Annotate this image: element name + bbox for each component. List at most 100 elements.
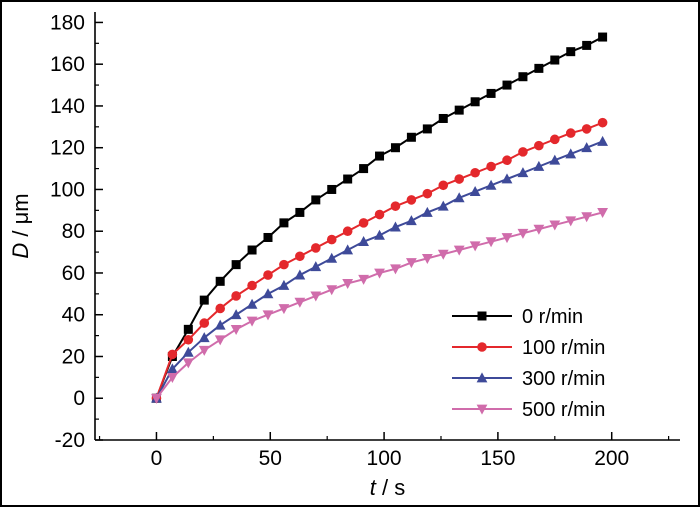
legend-label: 0 r/min (522, 306, 583, 328)
marker-square (518, 72, 528, 82)
marker-triangle-down (198, 345, 210, 356)
marker-triangle-down (358, 274, 369, 285)
marker-triangle-down (533, 224, 545, 235)
marker-triangle-up (501, 173, 513, 184)
marker-square (343, 174, 353, 184)
marker-triangle-down (476, 404, 488, 415)
marker-triangle-up (437, 200, 449, 211)
marker-triangle-down (246, 316, 258, 327)
marker-triangle-up (262, 288, 274, 299)
marker-square (486, 88, 496, 98)
marker-triangle-up (342, 244, 354, 255)
legend-label: 300 r/min (522, 368, 605, 390)
marker-circle (183, 334, 194, 345)
marker-triangle-down (262, 310, 274, 321)
marker-square (327, 184, 337, 194)
marker-triangle-up (517, 167, 529, 178)
marker-triangle-up (597, 135, 609, 146)
marker-circle (518, 147, 528, 157)
x-axis-ticks: 0 50 100 150 200 (98, 432, 670, 470)
x-tick-label: 50 (259, 447, 282, 470)
marker-square (470, 97, 480, 107)
marker-circle (534, 140, 544, 151)
series-100-r-min (151, 117, 608, 404)
marker-triangle-up (214, 319, 226, 330)
marker-square (199, 295, 209, 305)
marker-triangle-up (485, 179, 497, 190)
marker-triangle-down (294, 297, 306, 308)
y-tick-label: 0 (73, 387, 85, 410)
marker-triangle-down (437, 249, 449, 260)
marker-triangle-up (246, 298, 258, 309)
marker-triangle-up (390, 221, 401, 232)
marker-triangle-down (310, 291, 322, 302)
marker-triangle-down (406, 258, 417, 269)
marker-triangle-down (549, 220, 561, 231)
marker-circle (326, 234, 337, 245)
marker-circle (597, 117, 608, 128)
marker-circle (470, 167, 480, 178)
marker-circle (454, 174, 465, 184)
marker-circle (406, 195, 417, 205)
marker-square (582, 40, 592, 50)
legend-item-500-r-min: 500 r/min (452, 399, 605, 421)
marker-triangle-up (476, 372, 488, 383)
marker-triangle-down (326, 285, 338, 296)
legend-label: 100 r/min (522, 337, 605, 359)
marker-triangle-up (453, 192, 465, 203)
marker-triangle-down (151, 393, 162, 404)
y-tick-label: 120 (50, 137, 85, 160)
marker-triangle-down (182, 358, 194, 369)
marker-triangle-up (358, 236, 369, 247)
x-tick-label: 200 (594, 447, 629, 470)
marker-square (406, 132, 416, 142)
marker-circle (310, 243, 321, 253)
marker-square (502, 80, 512, 90)
marker-square (598, 32, 608, 42)
marker-square (263, 232, 273, 242)
marker-circle (550, 134, 560, 145)
marker-square (566, 47, 576, 57)
marker-square (534, 63, 544, 73)
x-tick-label: 100 (367, 447, 402, 470)
marker-triangle-up (326, 252, 338, 263)
legend: 0 r/min 100 r/min 300 r/min 500 r/min (452, 306, 605, 421)
marker-triangle-down (517, 228, 529, 239)
legend-label: 500 r/min (522, 399, 605, 421)
marker-circle (502, 155, 512, 166)
marker-circle (199, 318, 210, 328)
y-tick-label: 40 (62, 304, 85, 327)
marker-triangle-down (597, 208, 609, 219)
marker-triangle-up (278, 279, 290, 290)
marker-circle (342, 226, 353, 237)
marker-triangle-down (214, 335, 226, 346)
marker-square (215, 276, 225, 286)
marker-triangle-down (230, 324, 242, 335)
marker-circle (390, 201, 401, 211)
marker-circle (295, 251, 305, 262)
x-tick-label: 0 (151, 447, 163, 470)
marker-square (438, 113, 448, 123)
marker-square (247, 245, 257, 255)
marker-triangle-down (581, 212, 593, 223)
marker-square (375, 151, 385, 161)
marker-square (422, 124, 432, 134)
y-tick-label: 80 (62, 220, 85, 243)
marker-triangle-down (469, 241, 481, 252)
marker-triangle-up (533, 160, 545, 171)
marker-triangle-up (549, 154, 561, 165)
marker-circle (477, 342, 487, 352)
y-tick-label: 180 (50, 11, 85, 34)
legend-item-100-r-min: 100 r/min (452, 337, 605, 359)
marker-circle (422, 188, 433, 199)
marker-square (311, 195, 321, 205)
marker-circle (167, 349, 178, 360)
y-axis-ticks: -20 0 20 40 60 80 100 120 140 160 180 (50, 11, 103, 452)
marker-circle (358, 218, 369, 228)
y-tick-label: 100 (50, 178, 85, 201)
marker-triangle-down (421, 253, 433, 264)
marker-circle (263, 270, 273, 280)
marker-triangle-up (374, 229, 385, 240)
marker-triangle-up (230, 309, 242, 320)
